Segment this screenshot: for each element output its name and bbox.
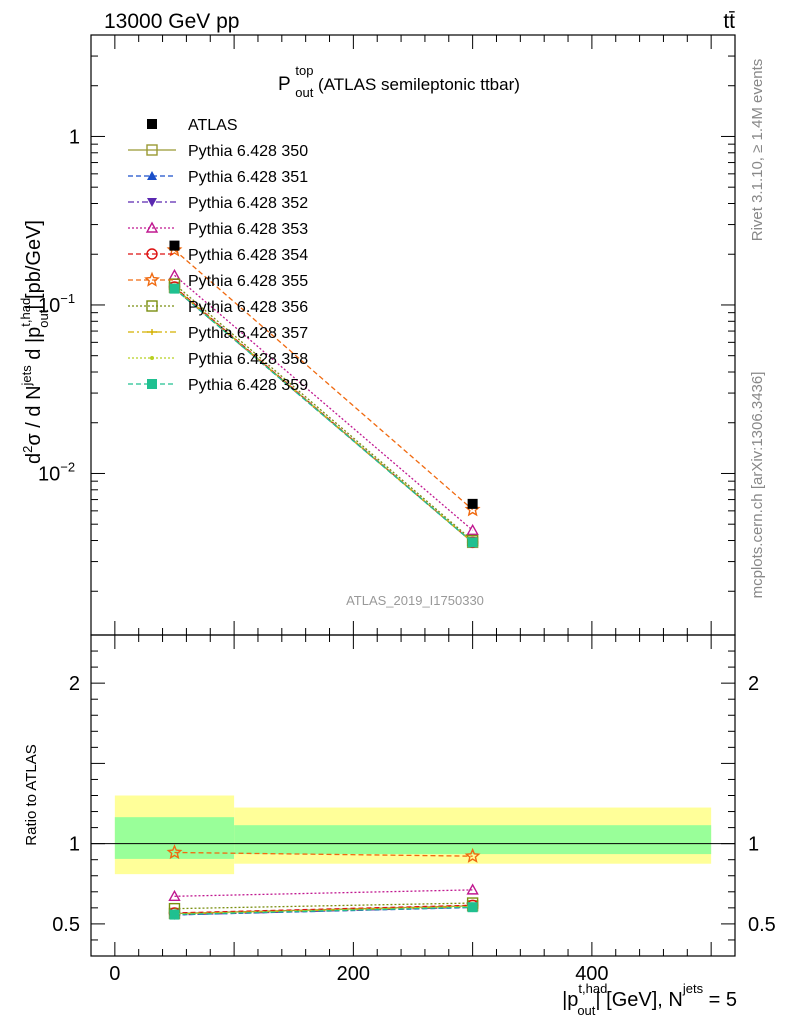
ratio-point-6-1: [464, 847, 481, 863]
plot-title-sup: top: [295, 63, 313, 78]
legend-marker-10: [147, 379, 157, 389]
mcplots-label: mcplots.cern.ch [arXiv:1306.3436]: [749, 372, 766, 599]
legend-label-5: Pythia 6.428 354: [188, 247, 308, 264]
legend-label-6: Pythia 6.428 355: [188, 273, 308, 290]
ratio-line-6: [174, 851, 473, 857]
plot-title-sub: out: [295, 85, 313, 100]
axis-ticks: 10−2 10−1 1 0 200 400 0.5 0.5 1 1 2 2: [38, 34, 776, 985]
header-process-label: tt̄: [723, 10, 735, 33]
main-line-10: [174, 288, 474, 543]
ratio-ytick-label-left-2: 2: [69, 673, 80, 695]
ratio-line-5: [174, 904, 473, 914]
ratio-ytick-label-right-2: 2: [748, 673, 759, 695]
legend: ATLAS Pythia 6.428 350 Pythia 6.428 351 Pyt…: [128, 117, 308, 394]
ratio-point-4-1: [466, 883, 479, 895]
x-axis-label: |pt,had out| [GeV], Njets = 5: [562, 981, 737, 1018]
legend-marker-1: [146, 144, 158, 156]
header-energy-label: 13000 GeV pp: [104, 10, 239, 33]
legend-label-8: Pythia 6.428 357: [188, 325, 308, 342]
ratio-ytick-label-right-0: 0.5: [748, 914, 776, 936]
legend-marker-7: [146, 300, 158, 312]
rivet-version-label: Rivet 3.1.10, ≥ 1.4M events: [749, 59, 766, 242]
legend-marker-8: [147, 329, 157, 335]
legend-label-7: Pythia 6.428 356: [188, 299, 308, 316]
main-y-axis-label: d2σ / d Njets d |pt,had out| [pb/GeV]: [18, 220, 51, 464]
analysis-id-label: ATLAS_2019_I1750330: [346, 593, 484, 608]
ratio-line-9: [174, 905, 473, 915]
main-point-0-1: [467, 498, 478, 509]
legend-marker-0: [147, 119, 157, 129]
main-ytick-label-2: 1: [69, 126, 80, 148]
legend-label-0: ATLAS: [188, 117, 238, 134]
ratio-point-6-0: [166, 844, 183, 860]
main-line-6: [174, 249, 474, 511]
ratio-series-group: [166, 844, 481, 920]
main-line-4: [174, 274, 474, 531]
main-point-4-1: [466, 523, 479, 535]
legend-marker-9: [150, 356, 154, 360]
legend-marker-6: [144, 271, 160, 287]
main-point-4-0: [168, 268, 181, 280]
plot-title: P top out (ATLAS semileptonic ttbar): [278, 60, 520, 101]
plot-title-main: P: [278, 74, 291, 95]
main-point-10-1: [467, 537, 478, 548]
legend-marker-4: [145, 221, 159, 233]
main-ytick-label-0: 10−2: [38, 459, 75, 485]
ratio-point-10-1: [467, 902, 478, 913]
main-line-7: [174, 283, 474, 542]
ratio-point-4-0: [168, 889, 181, 901]
ratio-line-10: [174, 906, 473, 916]
legend-label-2: Pythia 6.428 351: [188, 169, 308, 186]
ratio-band-inner-0: [114, 817, 235, 859]
legend-label-9: Pythia 6.428 358: [188, 351, 308, 368]
ratio-xtick-label-2: 400: [575, 963, 608, 985]
ratio-uncertainty-bands: [91, 795, 735, 875]
main-series-group: [166, 240, 481, 549]
legend-label-10: Pythia 6.428 359: [188, 377, 308, 394]
main-ytick-label-1: 10−1: [38, 291, 75, 317]
ratio-line-7: [174, 902, 473, 910]
legend-marker-2: [147, 171, 157, 180]
ratio-line-4: [174, 889, 473, 897]
main-point-10-0: [169, 283, 180, 294]
legend-label-1: Pythia 6.428 350: [188, 143, 308, 160]
ratio-ytick-label-right-1: 1: [748, 834, 759, 856]
ratio-ytick-label-left-1: 1: [69, 834, 80, 856]
legend-marker-5: [146, 248, 158, 260]
plot-title-rest: (ATLAS semileptonic ttbar): [318, 75, 520, 94]
ratio-y-axis-label: Ratio to ATLAS: [23, 744, 40, 845]
ratio-ytick-label-left-0: 0.5: [52, 914, 80, 936]
ratio-xtick-label-0: 0: [109, 963, 120, 985]
legend-label-4: Pythia 6.428 353: [188, 221, 308, 238]
legend-marker-3: [147, 198, 157, 207]
main-line-5: [174, 286, 474, 543]
ratio-xtick-label-1: 200: [337, 963, 370, 985]
legend-label-3: Pythia 6.428 352: [188, 195, 308, 212]
ratio-point-10-0: [169, 909, 180, 920]
main-point-0-0: [169, 240, 180, 251]
